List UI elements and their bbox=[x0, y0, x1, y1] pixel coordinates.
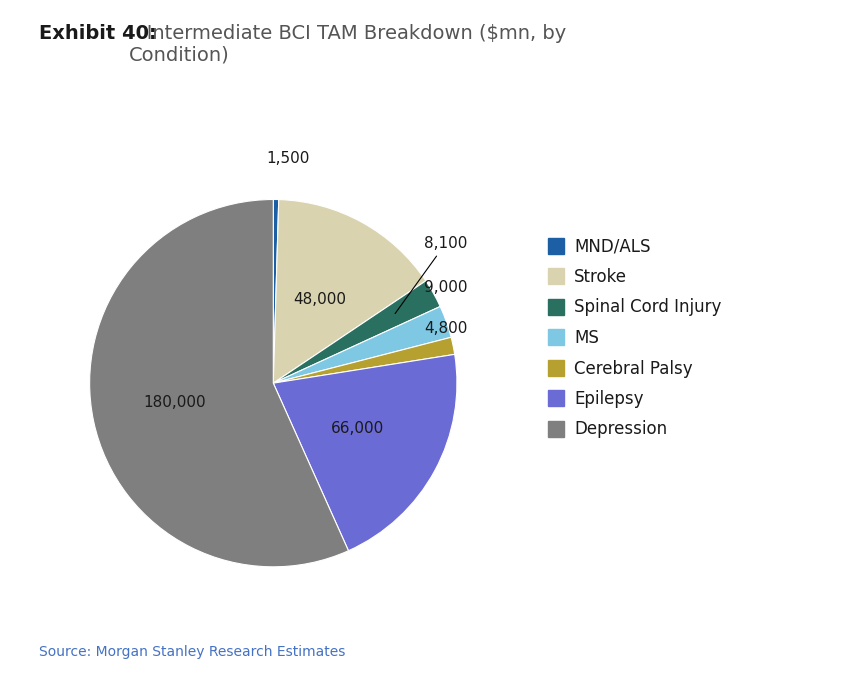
Wedge shape bbox=[273, 281, 440, 383]
Wedge shape bbox=[273, 199, 425, 383]
Wedge shape bbox=[90, 199, 348, 566]
Wedge shape bbox=[273, 199, 279, 383]
Text: 66,000: 66,000 bbox=[330, 421, 384, 436]
Text: Intermediate BCI TAM Breakdown ($mn, by
Condition): Intermediate BCI TAM Breakdown ($mn, by … bbox=[128, 24, 567, 65]
Text: 4,800: 4,800 bbox=[424, 320, 467, 335]
Text: 180,000: 180,000 bbox=[143, 395, 205, 410]
Text: 9,000: 9,000 bbox=[424, 280, 467, 295]
Text: 8,100: 8,100 bbox=[395, 236, 467, 314]
Text: Exhibit 40:: Exhibit 40: bbox=[39, 24, 157, 43]
Text: 1,500: 1,500 bbox=[266, 151, 310, 166]
Text: 48,000: 48,000 bbox=[293, 292, 346, 307]
Wedge shape bbox=[273, 354, 457, 551]
Text: Source: Morgan Stanley Research Estimates: Source: Morgan Stanley Research Estimate… bbox=[39, 645, 345, 659]
Wedge shape bbox=[273, 337, 455, 383]
Legend: MND/ALS, Stroke, Spinal Cord Injury, MS, Cerebral Palsy, Epilepsy, Depression: MND/ALS, Stroke, Spinal Cord Injury, MS,… bbox=[548, 237, 722, 439]
Wedge shape bbox=[273, 306, 451, 383]
